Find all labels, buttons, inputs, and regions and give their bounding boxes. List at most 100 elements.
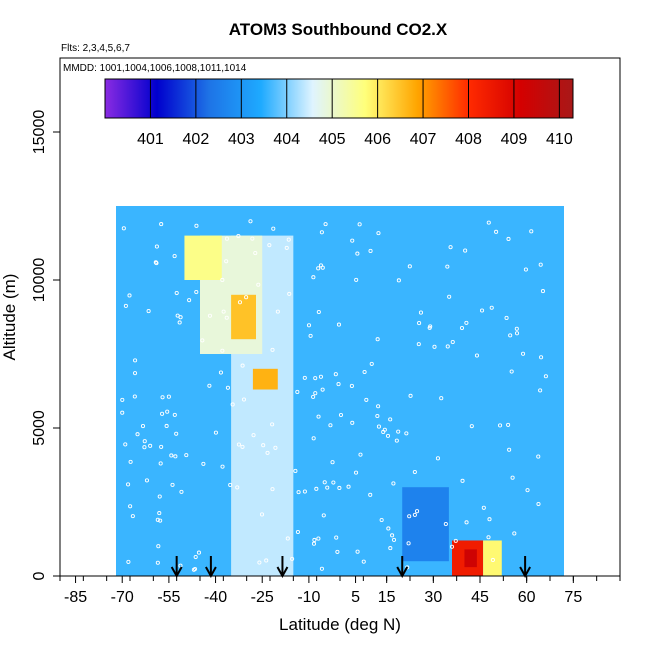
sample-point xyxy=(200,338,205,343)
x-tick-label: 45 xyxy=(471,589,489,606)
sample-point xyxy=(416,342,421,347)
field-region-5 xyxy=(252,368,278,390)
field-region-0 xyxy=(116,206,564,576)
sample-point xyxy=(536,454,541,459)
sample-point xyxy=(170,482,175,487)
sample-point xyxy=(160,411,165,416)
sample-point xyxy=(155,560,160,565)
sample-point xyxy=(148,443,153,448)
sample-point xyxy=(335,549,340,554)
sample-point xyxy=(364,397,369,402)
sample-point xyxy=(127,293,132,298)
sample-point xyxy=(319,566,324,571)
sample-point xyxy=(133,358,138,363)
sample-point xyxy=(128,459,133,464)
sample-point xyxy=(375,337,380,342)
sample-point xyxy=(443,521,448,527)
sample-point xyxy=(394,438,399,443)
sample-point xyxy=(543,374,548,379)
sample-point xyxy=(173,454,178,459)
sample-point xyxy=(354,277,359,282)
sample-point xyxy=(379,517,384,523)
sample-point xyxy=(321,513,326,518)
sample-point xyxy=(490,557,495,563)
sample-point xyxy=(236,442,241,447)
sample-point xyxy=(358,452,363,457)
sample-point xyxy=(308,333,313,338)
sample-point xyxy=(287,291,292,296)
sample-point xyxy=(353,470,359,475)
sample-point xyxy=(408,393,413,398)
mmdd-label: MMDD: 1001,1004,1006,1008,1011,1014 xyxy=(63,63,247,74)
sample-point xyxy=(228,482,233,488)
sample-point xyxy=(153,260,158,265)
sample-point xyxy=(169,453,174,458)
sample-point xyxy=(126,482,131,487)
sample-point xyxy=(302,375,307,380)
sample-point xyxy=(220,464,225,469)
sample-point xyxy=(187,298,192,303)
sample-point xyxy=(316,536,321,541)
chart-title: ATOM3 Southbound CO2.X xyxy=(229,20,448,39)
sample-point xyxy=(336,322,342,327)
field-region-4 xyxy=(231,294,256,340)
sample-point xyxy=(412,512,417,517)
colorbar-tick-label: 403 xyxy=(228,131,255,148)
sample-point xyxy=(369,361,374,366)
sample-point xyxy=(497,423,503,428)
sample-point xyxy=(333,372,338,377)
x-tick-label: 30 xyxy=(424,589,442,606)
sample-point xyxy=(459,325,465,331)
sample-point xyxy=(538,262,543,267)
x-tick-label: -85 xyxy=(64,589,87,606)
sample-point xyxy=(346,484,351,489)
sample-point xyxy=(313,376,318,381)
y-tick-label: 5000 xyxy=(31,410,48,446)
sample-point xyxy=(494,229,499,234)
sample-point xyxy=(319,230,324,235)
sample-point xyxy=(193,554,198,560)
sample-point xyxy=(154,244,159,249)
field-region-6 xyxy=(402,487,449,562)
x-tick-label: -70 xyxy=(111,589,134,606)
sample-point xyxy=(172,254,177,259)
sample-point xyxy=(355,251,360,256)
sample-point xyxy=(293,468,298,473)
sample-point xyxy=(120,397,125,402)
sample-point xyxy=(338,412,344,418)
sample-point xyxy=(391,537,397,542)
colorbar-tick-label: 401 xyxy=(137,131,164,148)
sample-point xyxy=(174,290,179,296)
sample-points xyxy=(120,219,548,572)
sample-point xyxy=(435,456,440,461)
sample-point xyxy=(159,444,164,449)
sample-point xyxy=(463,248,468,253)
sample-point xyxy=(165,409,170,414)
sample-point xyxy=(376,404,381,409)
x-tick-label: 15 xyxy=(378,589,396,606)
sample-point xyxy=(427,325,432,330)
sample-point xyxy=(128,504,133,509)
sample-point xyxy=(261,443,266,448)
sample-point xyxy=(512,531,517,536)
x-tick-label: 75 xyxy=(564,589,582,606)
sample-point xyxy=(529,229,534,234)
sample-point xyxy=(508,333,513,338)
x-axis: -85 -70 -55 -40 -25 -10 5 15 30 45 60 75 xyxy=(59,575,621,606)
sample-point xyxy=(130,514,135,519)
y-tick-label: 10000 xyxy=(31,258,48,303)
x-tick-label: -40 xyxy=(204,589,227,606)
sample-point xyxy=(507,447,512,452)
sample-point xyxy=(514,331,520,336)
x-tick-label: -25 xyxy=(251,589,274,606)
sample-point xyxy=(439,396,444,401)
field-region-9 xyxy=(464,549,477,568)
sample-point xyxy=(257,560,262,565)
sample-point xyxy=(157,511,162,516)
sample-point xyxy=(241,397,247,402)
sample-point xyxy=(213,430,218,435)
sample-point xyxy=(404,431,409,436)
sample-point xyxy=(135,432,140,437)
sample-point xyxy=(230,402,235,407)
